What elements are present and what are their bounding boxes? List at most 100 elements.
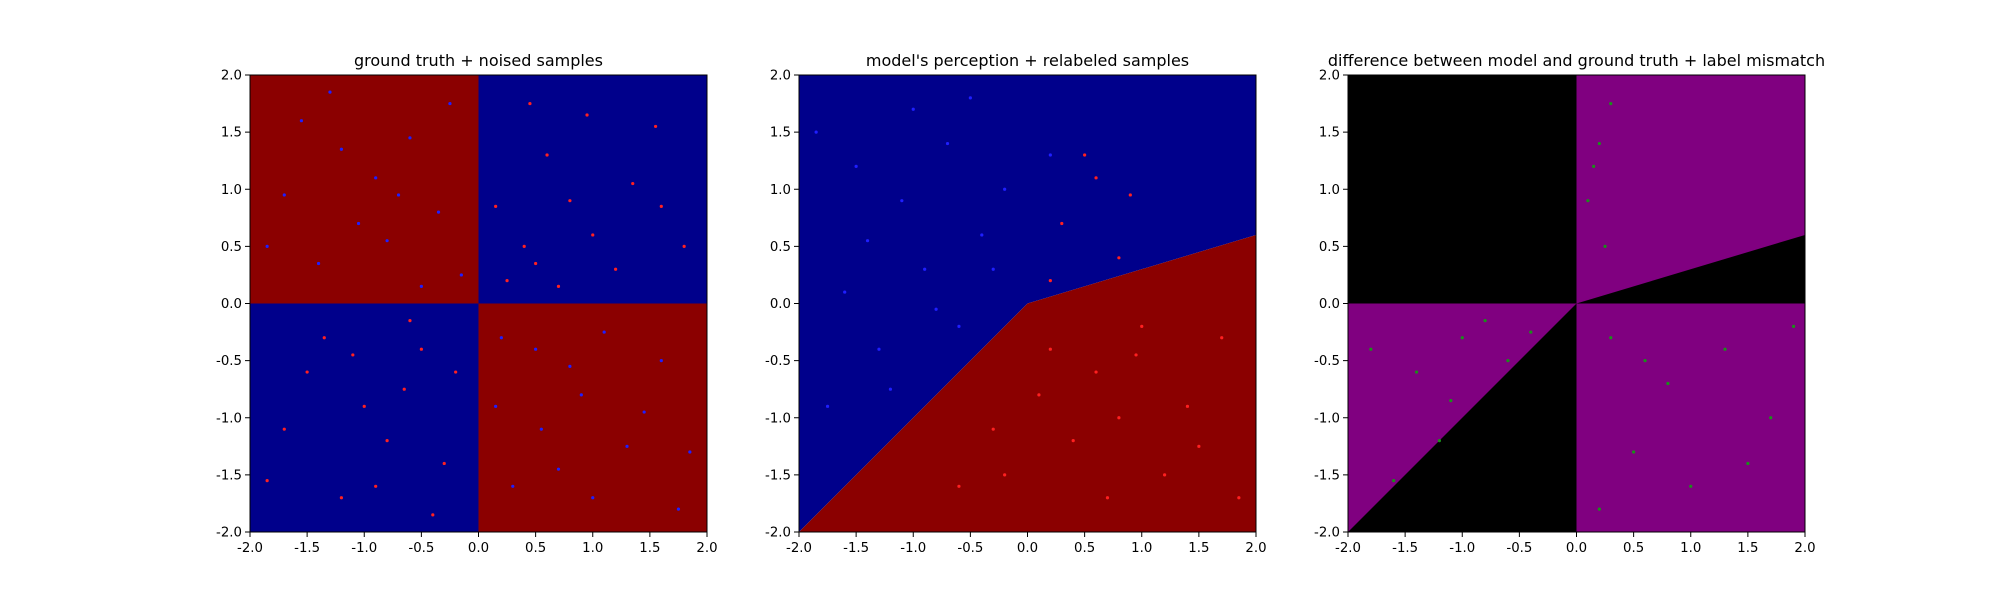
data-point xyxy=(265,478,269,483)
data-point xyxy=(385,239,389,243)
data-point xyxy=(888,387,893,391)
data-point xyxy=(591,496,595,500)
data-point xyxy=(442,461,446,466)
data-point xyxy=(1117,256,1121,260)
data-point xyxy=(385,439,389,443)
y-tick-label: -1.0 xyxy=(765,411,791,426)
data-point xyxy=(1140,324,1144,328)
y-tick-label: -0.5 xyxy=(765,354,791,369)
data-point xyxy=(1414,370,1419,374)
data-point xyxy=(602,330,606,334)
data-point xyxy=(419,347,423,351)
data-point xyxy=(1185,404,1190,408)
data-point xyxy=(1163,473,1167,477)
data-point xyxy=(1597,507,1601,511)
data-point xyxy=(825,404,830,408)
data-point xyxy=(1632,450,1636,454)
x-tick-label: -1.5 xyxy=(294,541,320,556)
data-point xyxy=(494,204,498,208)
x-tick-label: 1.0 xyxy=(1131,541,1152,556)
data-point xyxy=(1609,336,1613,340)
data-point xyxy=(1529,330,1533,334)
data-point xyxy=(431,513,435,517)
data-point xyxy=(402,387,406,391)
x-tick-label: 2.0 xyxy=(1794,541,1815,556)
plot-background xyxy=(250,75,707,532)
data-point xyxy=(625,444,629,448)
x-tick-label: -2.0 xyxy=(786,541,812,556)
region-bottom-right xyxy=(478,303,707,532)
data-point xyxy=(494,404,498,408)
data-point xyxy=(568,199,572,203)
axis-ticks: -2.0 -1.5 -1.0 -0.5 0.0 0.5 1.0 1.5 2.0 2.0 1.5 1.0… xyxy=(765,69,1267,557)
y-tick-label: -2.0 xyxy=(765,526,791,541)
y-tick-label: -1.0 xyxy=(216,411,242,426)
x-tick-label: 1.0 xyxy=(1680,541,1701,556)
x-tick-label: -1.0 xyxy=(900,541,926,556)
data-point xyxy=(676,507,681,511)
data-point xyxy=(499,336,503,340)
data-point xyxy=(374,484,378,488)
y-tick-label: -1.5 xyxy=(216,468,242,483)
data-point xyxy=(968,96,972,100)
data-point xyxy=(436,210,441,214)
data-point xyxy=(1048,153,1052,157)
data-point xyxy=(1048,279,1052,283)
data-point xyxy=(1003,473,1007,477)
y-tick-label: -2.0 xyxy=(1314,526,1340,541)
data-point xyxy=(1597,141,1601,146)
x-tick-label: -0.5 xyxy=(408,541,434,556)
data-point xyxy=(299,119,304,123)
x-tick-label: 0.0 xyxy=(1017,541,1038,556)
data-point xyxy=(534,261,538,266)
data-point xyxy=(305,370,309,374)
x-tick-label: 0.0 xyxy=(468,541,489,556)
panel-title: difference between model and ground trut… xyxy=(1328,51,1825,70)
data-point xyxy=(1586,199,1590,203)
y-tick-label: -0.5 xyxy=(1314,354,1340,369)
plot-background xyxy=(1348,75,1805,532)
data-point xyxy=(1603,244,1607,248)
panel-difference: difference between model and ground trut… xyxy=(1314,51,1825,556)
data-point xyxy=(1128,193,1132,197)
data-point xyxy=(1071,439,1075,443)
y-tick-label: 0.5 xyxy=(770,240,791,255)
data-point xyxy=(682,244,686,248)
y-tick-label: 1.0 xyxy=(1319,183,1340,198)
data-point xyxy=(980,233,984,237)
data-point xyxy=(653,124,658,129)
y-tick-label: -2.0 xyxy=(216,526,242,541)
data-point xyxy=(1609,101,1613,106)
x-tick-label: -2.0 xyxy=(1335,541,1361,556)
data-point xyxy=(419,284,423,288)
data-point xyxy=(1769,416,1773,420)
data-point xyxy=(991,267,995,271)
data-point xyxy=(556,467,561,471)
y-tick-label: -1.5 xyxy=(1314,468,1340,483)
data-point xyxy=(854,164,858,168)
x-tick-label: -1.0 xyxy=(1449,541,1475,556)
data-point xyxy=(1220,336,1224,340)
x-tick-label: 2.0 xyxy=(696,541,717,556)
data-point xyxy=(585,113,589,117)
x-tick-label: -2.0 xyxy=(237,541,263,556)
data-point xyxy=(688,450,692,454)
data-point xyxy=(1643,359,1647,363)
data-point xyxy=(322,336,326,340)
data-point xyxy=(1506,359,1510,363)
y-tick-label: -0.5 xyxy=(216,354,242,369)
region-bottom-left xyxy=(250,303,479,532)
data-point xyxy=(1105,496,1110,500)
data-point xyxy=(448,101,452,106)
scatter-points xyxy=(814,96,1241,500)
data-point xyxy=(1689,484,1693,488)
x-tick-label: -0.5 xyxy=(1506,541,1532,556)
data-point xyxy=(1237,496,1241,500)
x-tick-label: 1.5 xyxy=(639,541,660,556)
x-tick-label: 0.5 xyxy=(1623,541,1644,556)
data-point xyxy=(1060,221,1064,226)
data-point xyxy=(642,410,646,414)
data-point xyxy=(459,273,463,277)
data-point xyxy=(843,290,847,294)
data-point xyxy=(556,284,561,288)
